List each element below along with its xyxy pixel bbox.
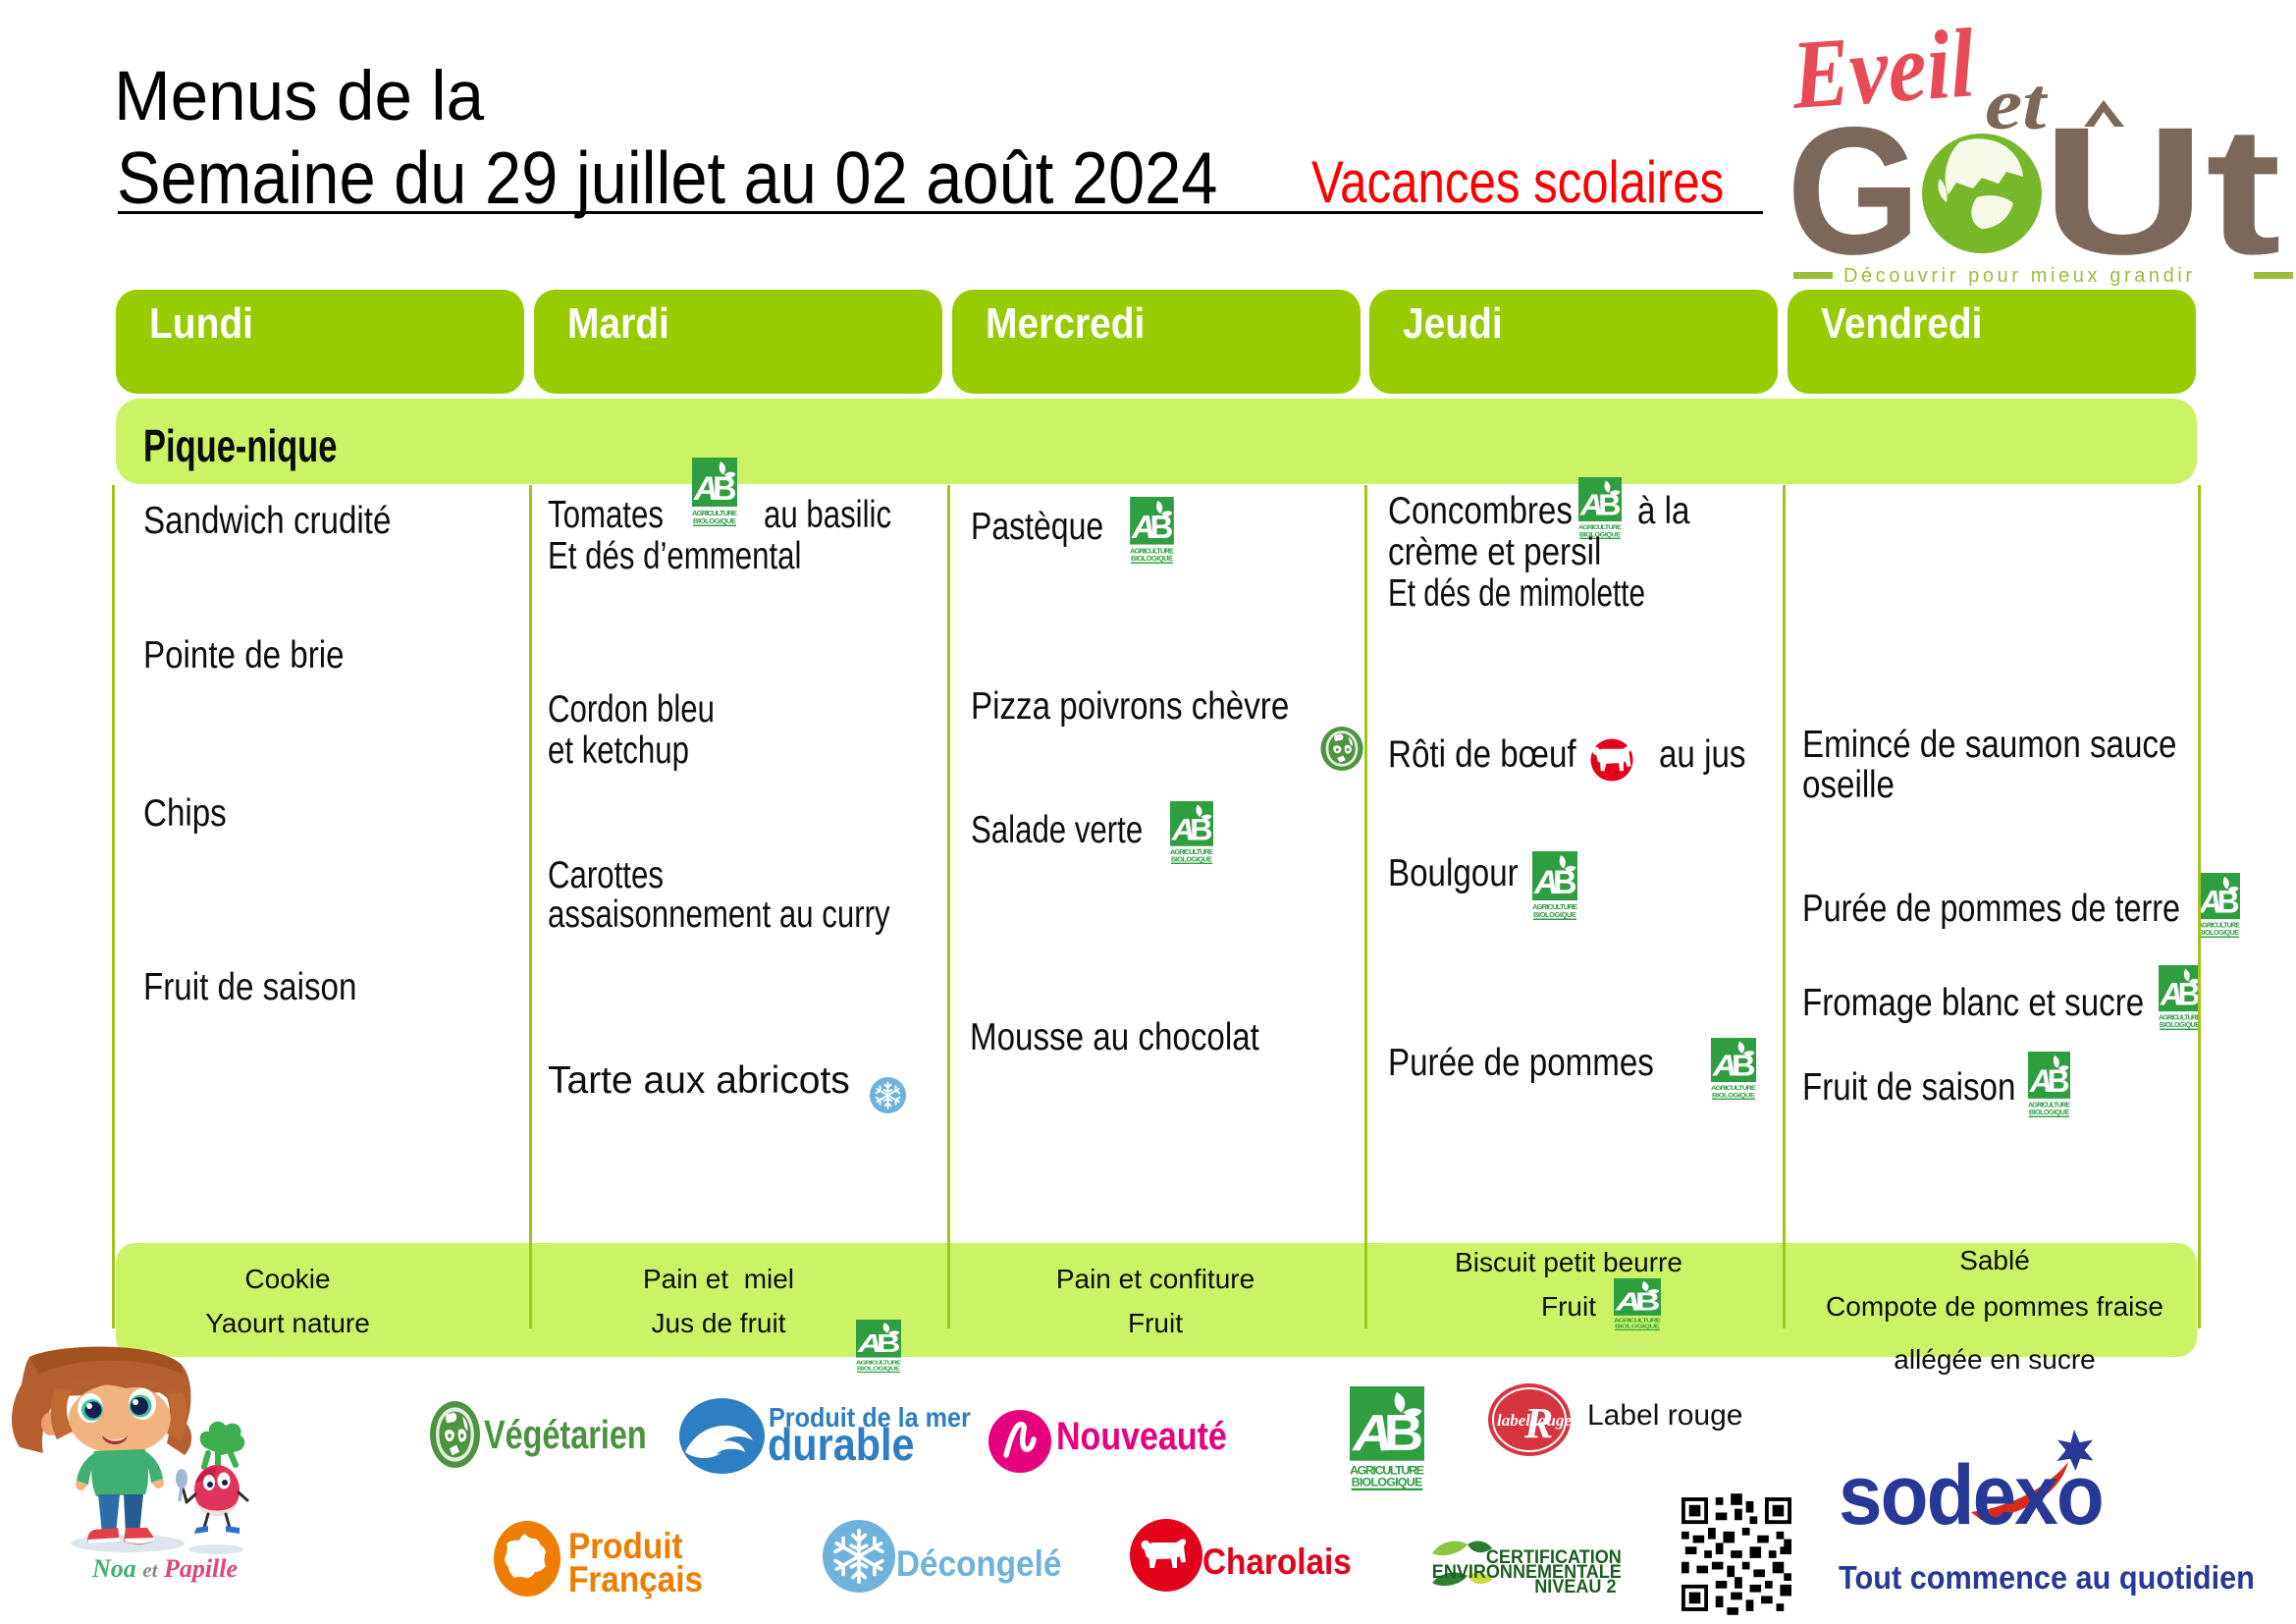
svg-text:NIVEAU 2: NIVEAU 2 — [1534, 1576, 1616, 1597]
svg-text:et: et — [1985, 64, 2049, 145]
svg-text:label: label — [1497, 1411, 1530, 1430]
svg-text:ouge: ouge — [1538, 1411, 1572, 1430]
svg-text:sodexo: sodexo — [1839, 1447, 2103, 1542]
svg-text:R: R — [1523, 1399, 1553, 1447]
svg-text:G: G — [1787, 90, 1921, 293]
svg-text:Eveil: Eveil — [1788, 15, 1979, 130]
svg-text:Noa et Papille: Noa et Papille — [91, 1554, 238, 1583]
svg-text:Découvrir pour mieux grandir: Découvrir pour mieux grandir — [1843, 265, 2196, 287]
svg-text:Tout commence au quotidien: Tout commence au quotidien — [1839, 1559, 2255, 1596]
svg-text:Ut: Ut — [2042, 89, 2281, 293]
svg-text:ENVIRONNEMENTALE: ENVIRONNEMENTALE — [1432, 1561, 1622, 1583]
svg-text:CERTIFICATION: CERTIFICATION — [1486, 1546, 1622, 1568]
